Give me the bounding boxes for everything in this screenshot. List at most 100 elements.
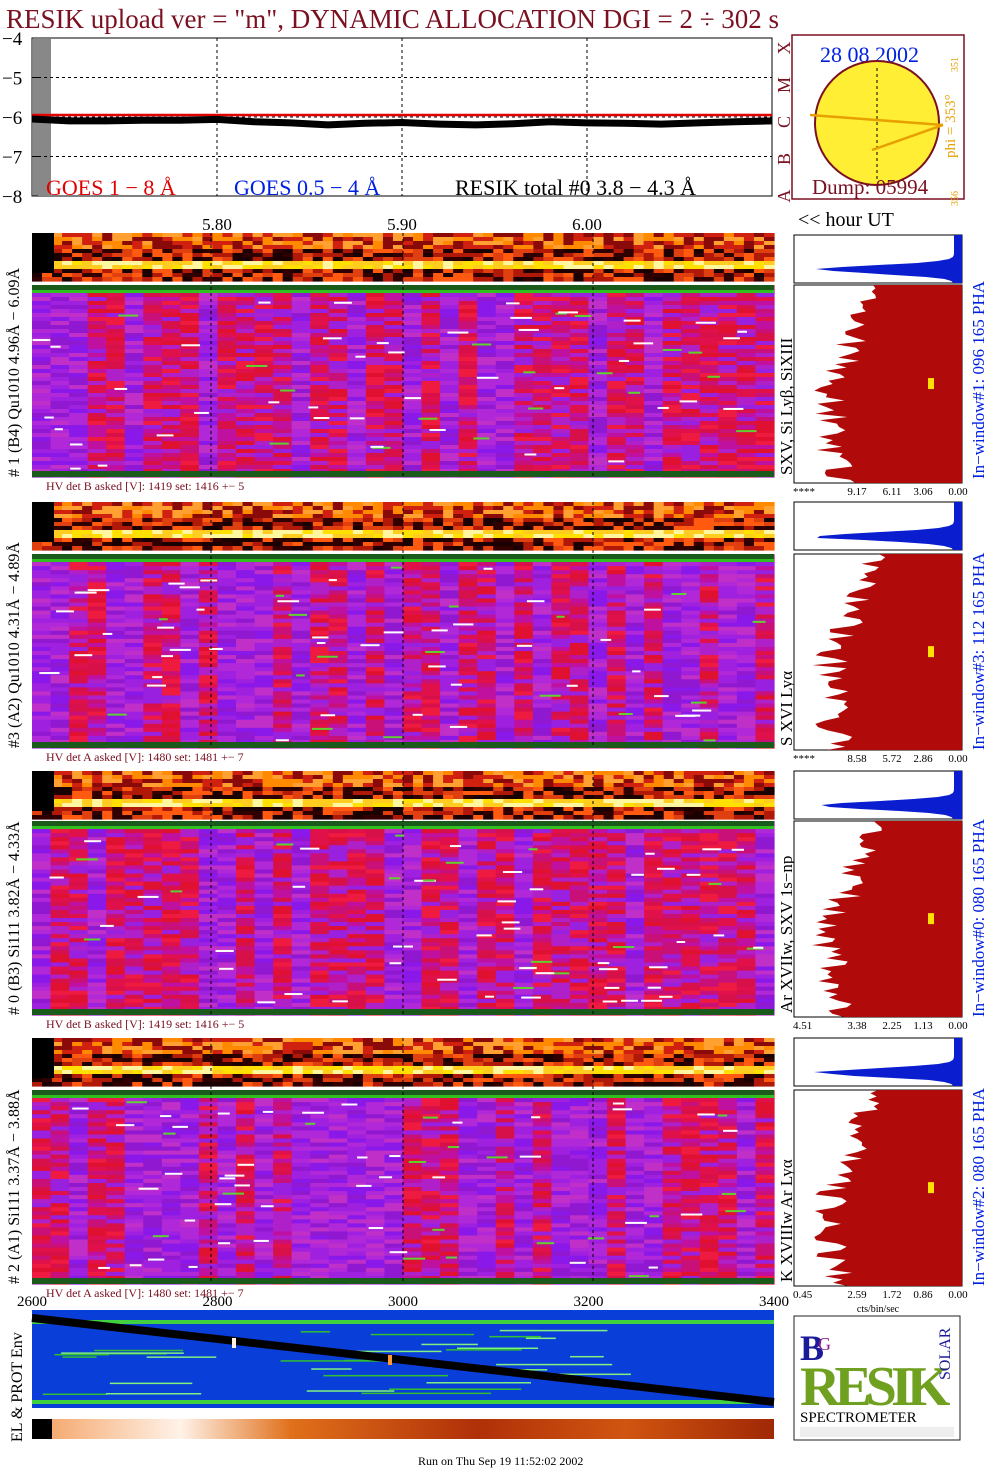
spectrum-cell	[292, 570, 311, 575]
spectrum-cell	[69, 724, 88, 729]
spectrum-cell	[422, 574, 441, 579]
top-strip-cell	[644, 542, 655, 547]
spectrum-cell	[422, 570, 441, 575]
spectrum-cell	[236, 671, 255, 676]
spectrum-cell	[607, 365, 626, 370]
spectrum-cell	[366, 393, 385, 398]
spectrum-cell	[570, 345, 589, 350]
spectrum-cell	[236, 421, 255, 426]
spectrum-cell	[218, 385, 237, 390]
top-strip-cell	[303, 253, 314, 258]
top-strip-cell	[303, 526, 314, 531]
top-strip-cell	[333, 518, 344, 523]
top-strip-cell	[654, 241, 665, 246]
spectrum-cell	[551, 409, 570, 414]
top-strip-cell	[453, 514, 464, 519]
top-strip-cell	[112, 514, 123, 519]
top-strip-cell	[122, 510, 133, 515]
spectrum-cell	[255, 373, 274, 378]
spectrum-cell	[403, 313, 422, 318]
spectrum-cell	[236, 465, 255, 470]
spectrum-cell	[700, 345, 719, 350]
top-strip-cell	[614, 518, 625, 523]
top-strip-cell	[674, 538, 685, 543]
spectrum-cell	[273, 293, 292, 298]
spectrum-cell	[255, 393, 274, 398]
spectrum-cell	[718, 329, 737, 334]
spectrum-cell	[143, 635, 162, 640]
top-strip-cell	[122, 518, 133, 523]
top-strip-cell	[273, 265, 284, 270]
top-strip-cell	[283, 277, 294, 282]
spectrum-cell	[384, 453, 403, 458]
spectrum-cell	[310, 393, 329, 398]
spectrum-cell	[700, 365, 719, 370]
spectrum-cell	[125, 643, 144, 648]
top-strip-cell	[744, 510, 755, 515]
spectrum-cell	[403, 675, 422, 680]
top-strip-cell	[112, 502, 123, 507]
top-strip-cell	[704, 265, 715, 270]
spectrum-cell	[273, 728, 292, 733]
spectrum-cell	[199, 425, 218, 430]
spectrum-cell	[755, 341, 774, 346]
spectrum-cell	[755, 429, 774, 434]
top-strip-cell	[664, 514, 675, 519]
top-strip-cell	[413, 502, 424, 507]
top-strip-cell	[533, 522, 544, 527]
top-strip-cell	[383, 257, 394, 262]
spectrum-cell	[292, 397, 311, 402]
panel-1: HV det A asked [V]: 1480 set: 1481 +− 7#…	[5, 502, 988, 765]
top-strip-cell	[393, 269, 404, 274]
spectrum-cell	[143, 562, 162, 567]
spectrum-cell	[51, 639, 70, 644]
top-strip-cell	[704, 510, 715, 515]
top-strip-cell	[503, 253, 514, 258]
top-strip-cell	[192, 502, 203, 507]
spectrum-cell	[255, 647, 274, 652]
top-strip-cell	[553, 526, 564, 531]
top-strip-cell	[343, 265, 354, 270]
spectrum-cell	[477, 361, 496, 366]
spectrum-cell	[589, 353, 608, 358]
top-strip-cell	[634, 249, 645, 254]
top-strip-cell	[533, 237, 544, 242]
top-strip-cell	[453, 257, 464, 262]
spectrum-cell	[718, 305, 737, 310]
spectrum-cell	[162, 365, 181, 370]
top-strip-cell	[263, 257, 274, 262]
top-strip-cell	[283, 273, 294, 278]
top-strip-cell	[283, 261, 294, 266]
top-strip-cell	[473, 502, 484, 507]
spectrum-cell	[310, 457, 329, 462]
spectrum-cell	[143, 679, 162, 684]
top-strip-cell	[634, 253, 645, 258]
spectrum-cell	[236, 687, 255, 692]
top-strip-cell	[634, 261, 645, 266]
spectrum-cell	[218, 405, 237, 410]
spectrum-cell	[106, 405, 125, 410]
top-strip-cell	[152, 542, 163, 547]
spectrum-cell	[644, 441, 663, 446]
spectrum-cell	[273, 393, 292, 398]
spectrum-cell	[403, 651, 422, 656]
top-strip-cell	[543, 518, 554, 523]
top-strip-cell	[212, 265, 223, 270]
spectrum-cell	[32, 623, 51, 628]
top-strip-cell	[543, 277, 554, 282]
spectrum-cell	[143, 305, 162, 310]
spectrum-cell	[329, 381, 348, 386]
top-strip-cell	[594, 546, 605, 551]
top-strip-cell	[724, 526, 735, 531]
top-strip-cell	[624, 518, 635, 523]
spectrum-cell	[589, 397, 608, 402]
spectrum-cell	[310, 611, 329, 616]
spectrum-cell	[570, 385, 589, 390]
top-strip-cell	[363, 261, 374, 266]
top-strip-cell	[694, 534, 705, 539]
spectrum-cell	[403, 449, 422, 454]
top-strip-cell	[62, 245, 73, 250]
spectrum-cell	[644, 377, 663, 382]
top-strip-cell	[614, 530, 625, 535]
